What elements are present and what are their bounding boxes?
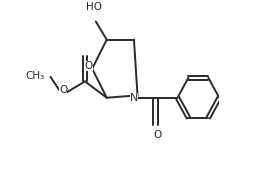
Text: CH₃: CH₃ [26,71,45,81]
Text: O: O [153,130,162,140]
Text: O: O [85,61,93,71]
Text: HO: HO [86,2,102,12]
Text: O: O [59,85,67,96]
Text: N: N [130,93,138,103]
